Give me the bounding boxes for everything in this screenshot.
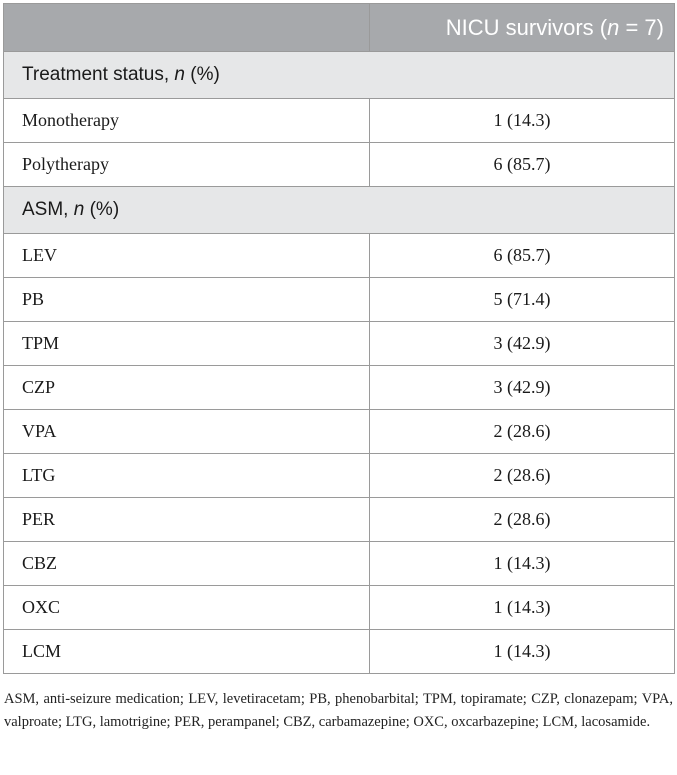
- table-row: TPM 3 (42.9): [3, 321, 675, 366]
- row-label: LCM: [3, 629, 370, 674]
- section-title: ASM, n (%): [3, 186, 675, 234]
- row-label: PB: [3, 277, 370, 322]
- row-label: Monotherapy: [3, 98, 370, 143]
- row-label: OXC: [3, 585, 370, 630]
- row-value: 5 (71.4): [369, 277, 675, 322]
- table-header-row: NICU survivors (n = 7): [3, 3, 675, 52]
- row-label: CBZ: [3, 541, 370, 586]
- row-value: 1 (14.3): [369, 98, 675, 143]
- row-label: LEV: [3, 233, 370, 278]
- row-value: 3 (42.9): [369, 365, 675, 410]
- row-value: 2 (28.6): [369, 453, 675, 498]
- section-title-prefix: ASM,: [22, 199, 74, 220]
- row-value: 2 (28.6): [369, 497, 675, 542]
- table-row: OXC 1 (14.3): [3, 585, 675, 630]
- asm-table: NICU survivors (n = 7) Treatment status,…: [3, 3, 675, 674]
- table-row: PB 5 (71.4): [3, 277, 675, 322]
- table-row: LCM 1 (14.3): [3, 629, 675, 674]
- row-label: VPA: [3, 409, 370, 454]
- row-value: 3 (42.9): [369, 321, 675, 366]
- section-row: ASM, n (%): [3, 186, 675, 234]
- header-n-italic: n: [607, 14, 620, 40]
- section-title-prefix: Treatment status,: [22, 64, 175, 85]
- row-value: 1 (14.3): [369, 541, 675, 586]
- row-label: LTG: [3, 453, 370, 498]
- table-row: PER 2 (28.6): [3, 497, 675, 542]
- section-title-n-italic: n: [73, 199, 85, 220]
- table-row: CZP 3 (42.9): [3, 365, 675, 410]
- row-value: 2 (28.6): [369, 409, 675, 454]
- table-footnote: ASM, anti-seizure medication; LEV, levet…: [4, 691, 673, 730]
- row-value: 1 (14.3): [369, 585, 675, 630]
- section-title-suffix: (%): [185, 64, 220, 85]
- table-row: Polytherapy 6 (85.7): [3, 142, 675, 187]
- row-label: CZP: [3, 365, 370, 410]
- table-row: Monotherapy 1 (14.3): [3, 98, 675, 143]
- table-row: LEV 6 (85.7): [3, 233, 675, 278]
- row-label: TPM: [3, 321, 370, 366]
- header-nicu-survivors: NICU survivors (n = 7): [369, 3, 675, 52]
- asm-table-container: NICU survivors (n = 7) Treatment status,…: [3, 3, 675, 674]
- header-label-column: [3, 3, 370, 52]
- section-title-suffix: (%): [84, 199, 120, 220]
- table-row: LTG 2 (28.6): [3, 453, 675, 498]
- row-value: 1 (14.3): [369, 629, 675, 674]
- row-value: 6 (85.7): [369, 142, 675, 187]
- section-title-n-italic: n: [174, 64, 185, 85]
- table-row: CBZ 1 (14.3): [3, 541, 675, 586]
- row-value: 6 (85.7): [369, 233, 675, 278]
- header-prefix: NICU survivors (: [445, 14, 608, 40]
- section-title: Treatment status, n (%): [3, 51, 675, 99]
- row-label: Polytherapy: [3, 142, 370, 187]
- header-suffix: = 7): [619, 14, 664, 40]
- table-body: Treatment status, n (%) Monotherapy 1 (14.…: [3, 51, 675, 674]
- section-row: Treatment status, n (%): [3, 51, 675, 99]
- table-row: VPA 2 (28.6): [3, 409, 675, 454]
- row-label: PER: [3, 497, 370, 542]
